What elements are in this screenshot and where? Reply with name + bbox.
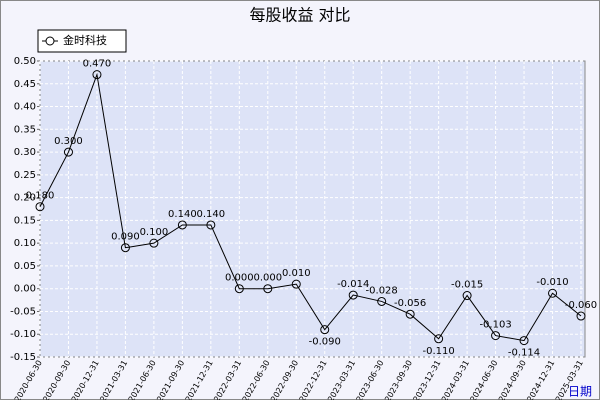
- point: [548, 288, 558, 298]
- legend-marker: [45, 36, 55, 46]
- legend: 金时科技: [37, 29, 127, 53]
- point: [291, 279, 301, 289]
- x-axis-label: 日期: [568, 385, 592, 399]
- y-tick-label: 0.45: [14, 79, 36, 90]
- value-label: -0.028: [366, 285, 398, 296]
- point: [234, 284, 244, 294]
- value-label: -0.110: [423, 346, 455, 357]
- value-label: 0.180: [26, 191, 55, 202]
- value-label: -0.015: [451, 280, 483, 291]
- point: [377, 296, 387, 306]
- y-tick-label: 0.00: [14, 284, 36, 295]
- chart-title: 每股收益 对比: [249, 6, 350, 25]
- y-tick-label: -0.15: [10, 352, 36, 363]
- point: [35, 202, 45, 212]
- point: [263, 284, 273, 294]
- value-label: -0.114: [508, 348, 540, 359]
- value-label: 0.140: [168, 209, 197, 220]
- value-label: 0.470: [83, 59, 112, 70]
- point: [462, 291, 472, 301]
- y-tick-label: 0.15: [14, 215, 36, 226]
- y-tick-label: 0.25: [14, 170, 36, 181]
- point: [576, 311, 586, 321]
- y-tick-label: 0.35: [14, 124, 36, 135]
- plot-area: [39, 60, 586, 358]
- value-label: 0.000: [253, 273, 282, 284]
- point: [348, 290, 358, 300]
- point: [519, 336, 529, 346]
- legend-label: 金时科技: [63, 33, 107, 47]
- value-label: 0.090: [111, 232, 140, 243]
- point: [405, 309, 415, 319]
- point: [177, 220, 187, 230]
- y-tick-label: 0.20: [14, 193, 36, 204]
- value-label: 0.300: [54, 136, 83, 147]
- point: [92, 70, 102, 80]
- value-label: 0.140: [197, 209, 226, 220]
- point: [434, 334, 444, 344]
- value-label: 0.010: [282, 268, 311, 279]
- y-tick-label: 0.40: [14, 102, 36, 113]
- value-label: -0.010: [536, 277, 568, 288]
- value-label: -0.060: [565, 300, 597, 311]
- point: [149, 238, 159, 248]
- line: [39, 72, 582, 342]
- y-tick-label: 0.10: [14, 238, 36, 249]
- point: [63, 147, 73, 157]
- value-label: -0.090: [309, 337, 341, 348]
- y-tick-label: 0.50: [14, 56, 36, 67]
- value-label: -0.056: [394, 298, 426, 309]
- y-tick-label: 0.05: [14, 261, 36, 272]
- value-label: -0.014: [337, 279, 369, 290]
- y-tick-label: 0.30: [14, 147, 36, 158]
- point: [206, 220, 216, 230]
- value-label: 0.000: [225, 273, 254, 284]
- y-tick-label: -0.10: [10, 329, 36, 340]
- value-label: -0.103: [479, 320, 511, 331]
- point: [120, 243, 130, 253]
- point: [491, 331, 501, 341]
- point: [320, 325, 330, 335]
- y-tick-label: -0.05: [10, 306, 36, 317]
- legend-box: [37, 29, 127, 53]
- value-label: 0.100: [140, 227, 169, 238]
